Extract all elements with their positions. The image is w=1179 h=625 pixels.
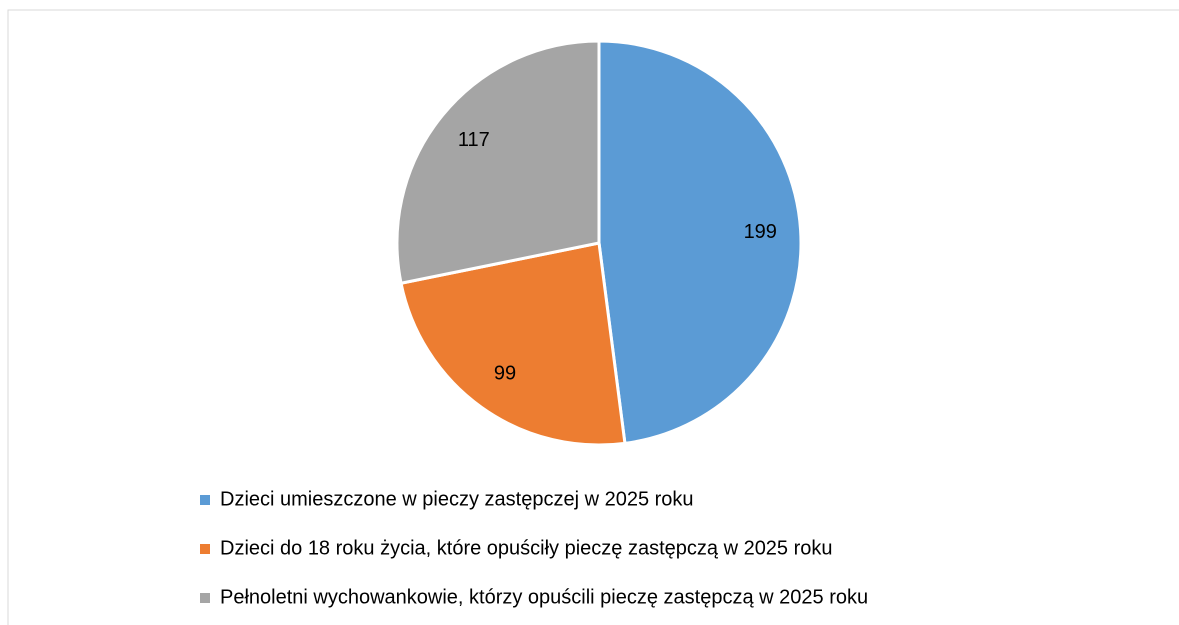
legend-swatch <box>200 495 210 505</box>
legend-label: Pełnoletni wychowankowie, którzy opuścil… <box>220 586 868 608</box>
legend-swatch <box>200 593 210 603</box>
data-label: 199 <box>744 221 777 243</box>
pie-slice <box>399 241 627 447</box>
legend-swatch <box>200 544 210 554</box>
legend-label: Dzieci do 18 roku życia, które opuściły … <box>220 537 833 559</box>
pie-slice <box>597 39 803 446</box>
pie-slice <box>395 39 601 286</box>
legend-label: Dzieci umieszczone w pieczy zastępczej w… <box>220 488 694 510</box>
data-label: 117 <box>458 129 490 151</box>
data-label: 99 <box>494 363 516 385</box>
chart-frame <box>7 9 1179 625</box>
